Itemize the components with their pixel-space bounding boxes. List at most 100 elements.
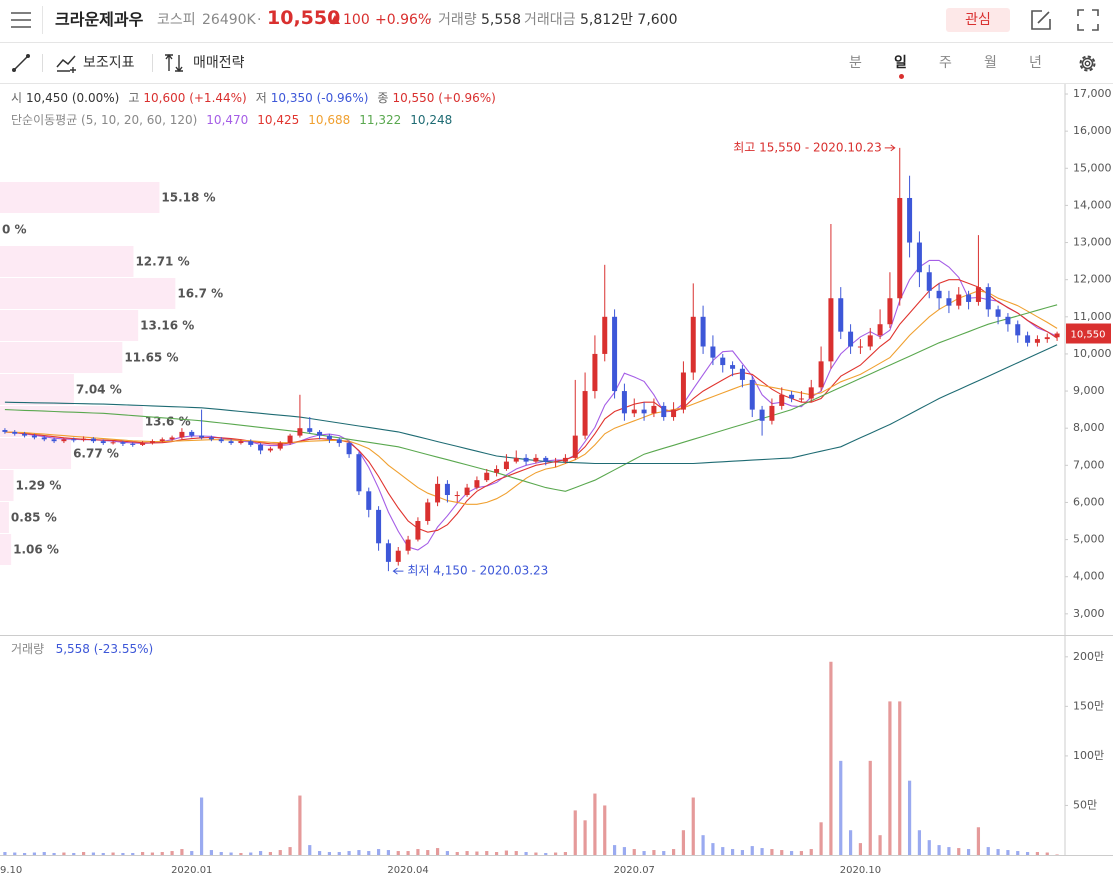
- y-tick-label: 13,000: [1073, 236, 1112, 249]
- settings-icon[interactable]: [1077, 53, 1098, 74]
- volume-bar: [81, 852, 86, 855]
- volume-profile-label: 16.7 %: [177, 287, 223, 301]
- candle-body: [120, 442, 126, 444]
- candle-body: [356, 454, 362, 492]
- indicators[interactable]: 보조지표: [83, 55, 135, 71]
- volume-bar: [52, 853, 56, 855]
- expand-icon[interactable]: [1077, 9, 1099, 31]
- y-tick-label: 4,000: [1073, 570, 1105, 583]
- ma-value: 10,470: [206, 113, 249, 127]
- volume-bar: [1055, 854, 1059, 855]
- volume-bar: [101, 853, 105, 855]
- candle-body: [612, 316, 618, 392]
- candle-body: [238, 441, 244, 444]
- volume-bar: [927, 840, 931, 855]
- volume-bar: [298, 795, 302, 855]
- volume-bar: [131, 853, 135, 855]
- volume-bar: [671, 849, 676, 855]
- volume-bar: [622, 847, 627, 855]
- ohlc-value: 10,350 (-0.96%): [270, 91, 369, 105]
- volume-bar: [258, 851, 263, 855]
- volume-bar: [170, 851, 174, 855]
- y-tick-label: 6,000: [1073, 495, 1105, 508]
- x-tick-label: 2020.07: [614, 865, 655, 876]
- volume-bar: [111, 852, 115, 855]
- volume-bar: [386, 850, 391, 855]
- volume-profile-bar: [0, 470, 14, 501]
- period-tab[interactable]: 월: [984, 55, 997, 71]
- ma-value: 10,688: [308, 113, 351, 127]
- volume-bar: [406, 851, 410, 855]
- candle-body: [287, 435, 293, 444]
- indicator-icon[interactable]: [56, 53, 78, 73]
- candle-body: [936, 290, 942, 299]
- period-tab[interactable]: 분: [849, 55, 862, 71]
- volume-profile-label: 11.65 %: [124, 351, 178, 365]
- volume-bar: [966, 849, 971, 855]
- period-tab[interactable]: 년: [1029, 55, 1042, 71]
- candle-body: [51, 439, 57, 442]
- candle-body: [916, 242, 922, 273]
- volume-bar: [573, 810, 577, 855]
- candle-body: [513, 457, 519, 462]
- strategy-icon[interactable]: [164, 53, 188, 73]
- candle-body: [907, 197, 913, 243]
- min-annotation: 최저 4,150 - 2020.03.23: [407, 564, 548, 578]
- volume-bar: [435, 848, 440, 855]
- candle-body: [897, 197, 903, 299]
- volume-bar: [937, 845, 941, 855]
- volume-bar: [278, 850, 282, 855]
- candle-body: [779, 394, 785, 406]
- volume-profile-label: 1.06 %: [13, 543, 59, 557]
- volume-bar: [976, 827, 981, 855]
- x-tick-label: 2020.01: [171, 865, 212, 876]
- volume-bar: [455, 852, 459, 855]
- volume-bar: [563, 852, 568, 855]
- candle-body: [621, 391, 627, 414]
- volume-profile-label: 13.16 %: [140, 319, 194, 333]
- volume-bar: [504, 850, 509, 855]
- draw-icon[interactable]: [11, 53, 31, 73]
- volume-profile-label: 6.77 %: [73, 447, 119, 461]
- volume-bar: [3, 852, 7, 855]
- candle-body: [926, 272, 932, 291]
- volume-bar: [760, 848, 764, 855]
- candle-body: [867, 335, 873, 347]
- volume-profile-label: 13.6 %: [145, 415, 191, 429]
- volume-bar: [917, 830, 922, 855]
- market: 코스피: [157, 12, 196, 28]
- candle-body: [1044, 337, 1050, 340]
- volume-profile-label: 1.29 %: [16, 479, 62, 493]
- volume-profile-bar: [0, 374, 74, 405]
- edit-icon[interactable]: [1030, 9, 1052, 31]
- volume-bar: [150, 852, 155, 855]
- menu-icon[interactable]: [10, 10, 32, 30]
- period-tab[interactable]: 주: [939, 55, 952, 71]
- candle-body: [90, 438, 96, 442]
- volume-bar: [829, 661, 833, 855]
- volume-bar: [32, 852, 37, 855]
- candle-body: [720, 357, 726, 366]
- y-tick-label: 16,000: [1073, 124, 1112, 137]
- candle-body: [651, 405, 657, 414]
- watch-button[interactable]: 관심: [946, 8, 1010, 32]
- volume-bar: [730, 849, 735, 855]
- volume-bar: [583, 820, 587, 855]
- volume-bar: [514, 851, 518, 855]
- volume-bar: [199, 797, 204, 855]
- candle-body: [769, 405, 775, 421]
- strategy[interactable]: 매매전략: [193, 55, 245, 71]
- volume-bar: [612, 845, 617, 855]
- candle-body: [326, 435, 332, 440]
- volume-bar: [593, 793, 597, 855]
- period-tab[interactable]: 일: [894, 55, 907, 71]
- candle-body: [484, 472, 490, 481]
- volume-bar: [209, 850, 214, 855]
- candle-body: [376, 509, 382, 544]
- candle-body: [710, 346, 716, 358]
- candle-body: [159, 439, 165, 442]
- volume-profile-bar: [0, 342, 123, 373]
- candle-body: [435, 483, 441, 503]
- volume-bar: [268, 852, 273, 855]
- candle-body: [169, 437, 175, 440]
